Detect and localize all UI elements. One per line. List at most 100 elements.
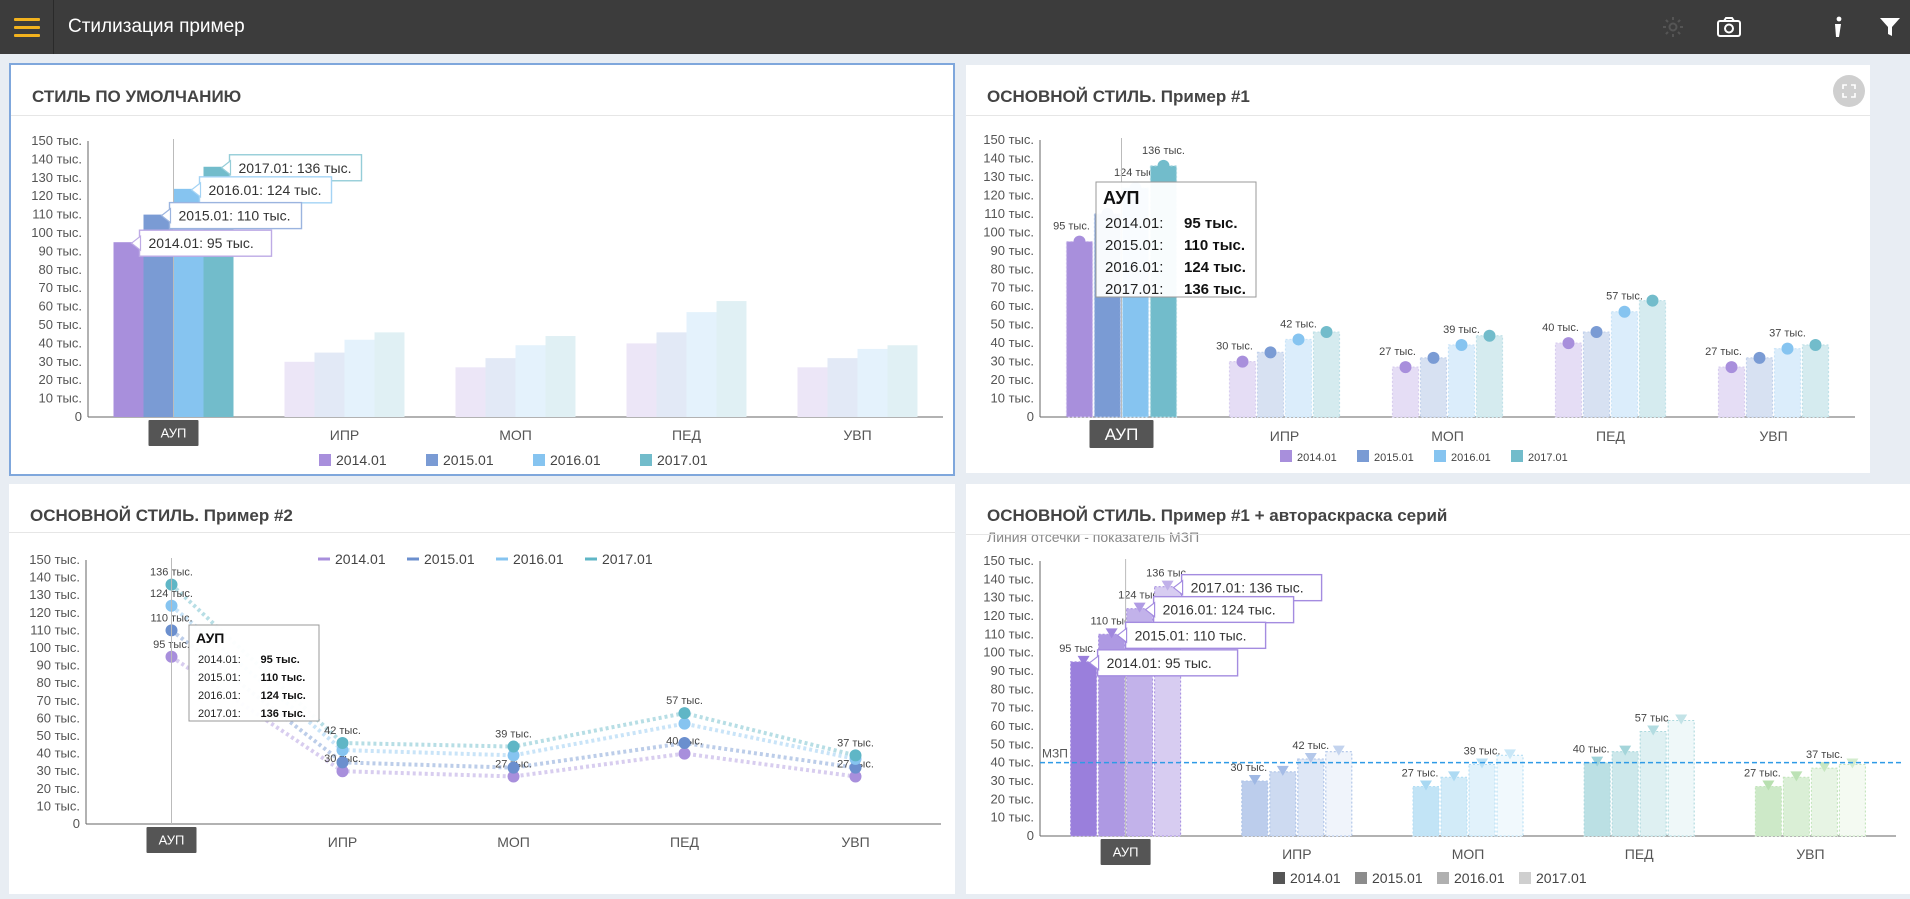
bar-marker <box>1292 333 1305 346</box>
legend-label: 2015.01 <box>443 452 494 468</box>
y-tick-label: 20 тыс. <box>39 372 82 387</box>
x-tick-label: УВП <box>1796 846 1824 862</box>
data-label: 124 тыс. <box>1118 590 1161 602</box>
bar-marker <box>1264 346 1277 359</box>
legend-marker <box>1434 450 1446 462</box>
bar-marker <box>1427 351 1440 364</box>
bar-marker <box>1591 756 1604 767</box>
bar <box>656 332 687 417</box>
bar <box>887 345 918 417</box>
data-label: 57 тыс. <box>1635 713 1672 725</box>
legend-marker <box>426 454 438 466</box>
x-tick-label: ИПР <box>1270 428 1299 444</box>
legend-label: 2016.01 <box>1454 870 1505 886</box>
series-point <box>507 749 520 762</box>
bar <box>1475 335 1504 418</box>
callout-pointer <box>1116 627 1128 644</box>
data-label: 37 тыс. <box>837 737 874 749</box>
series-point <box>507 761 520 774</box>
bar-marker <box>1590 326 1603 339</box>
bar-marker <box>1236 355 1249 368</box>
y-tick-label: 90 тыс. <box>39 243 82 258</box>
x-tick-label: УВП <box>1759 428 1787 444</box>
x-tick-label: УВП <box>843 427 871 443</box>
x-tick-label: ПЕД <box>670 834 699 850</box>
y-tick-label: 120 тыс. <box>31 188 82 203</box>
bar-marker <box>1762 780 1775 791</box>
legend-label: 2017.01 <box>1536 870 1587 886</box>
series-callout <box>1124 621 1267 650</box>
legend-label: 2015.01 <box>1374 452 1414 464</box>
bar <box>1583 762 1611 837</box>
bar <box>1241 780 1269 837</box>
tooltip-row-name: 2017.01: <box>198 708 241 720</box>
tooltip-row-value: 136 тыс. <box>1184 281 1246 298</box>
y-tick-label: 120 тыс. <box>983 187 1034 202</box>
legend-marker <box>1511 450 1523 462</box>
data-label: 124 тыс. <box>1114 167 1157 179</box>
y-tick-label: 70 тыс. <box>991 280 1034 295</box>
filter-icon[interactable] <box>1870 0 1910 54</box>
bar <box>545 336 576 417</box>
bar-marker <box>1248 775 1261 785</box>
x-tick-highlight <box>1100 839 1151 865</box>
series-point <box>507 770 520 783</box>
panel-title: ОСНОВНОЙ СТИЛЬ. Пример #2 <box>30 506 293 525</box>
bar-marker <box>1161 580 1174 591</box>
series-point <box>507 740 520 753</box>
y-tick-label: 150 тыс. <box>29 552 80 567</box>
x-tick-highlight <box>146 827 197 853</box>
gear-icon[interactable] <box>1653 0 1693 54</box>
bar <box>344 339 375 417</box>
camera-icon[interactable] <box>1709 0 1749 54</box>
info-icon[interactable] <box>1818 0 1858 54</box>
hamburger-icon[interactable] <box>0 0 54 54</box>
data-label: 42 тыс. <box>1280 318 1317 330</box>
chart-main-style-autocolor: 0 10 тыс. 20 тыс. 30 тыс. 40 тыс. 50 тыс. 60 т… <box>983 553 1904 886</box>
callout-pointer <box>1088 654 1100 672</box>
y-tick-label: 60 тыс. <box>39 299 82 314</box>
y-tick-label: 80 тыс. <box>991 681 1034 696</box>
panel-title: СТИЛЬ ПО УМОЛЧАНИЮ <box>32 87 242 106</box>
x-tick-label: АУП <box>1105 425 1139 444</box>
data-label: 42 тыс. <box>1292 740 1329 752</box>
callout-text: 2015.01: 110 тыс. <box>1135 627 1247 643</box>
data-label: 39 тыс. <box>1464 746 1501 758</box>
expand-icon[interactable] <box>1833 75 1865 107</box>
x-tick-label: АУП <box>161 426 187 441</box>
series-callout <box>168 201 303 230</box>
series-point <box>849 749 862 762</box>
x-tick-label: АУП <box>159 833 185 848</box>
y-tick-label: 50 тыс. <box>991 317 1034 332</box>
legend-marker <box>640 454 652 466</box>
y-tick-label: 120 тыс. <box>29 605 80 620</box>
bar <box>1745 357 1774 418</box>
bar <box>1297 758 1325 837</box>
y-tick-label: 90 тыс. <box>991 663 1034 678</box>
data-label: 37 тыс. <box>1769 328 1806 340</box>
panel-main-style-2: ОСНОВНОЙ СТИЛЬ. Пример #2 0 10 тыс. 20 тыс… <box>9 484 955 894</box>
x-tick-label: ИПР <box>330 427 359 443</box>
tooltip-row-name: 2014.01: <box>198 654 241 666</box>
bar-marker <box>1073 235 1086 248</box>
bar-marker <box>1809 338 1822 351</box>
legend-label: 2015.01 <box>424 551 475 567</box>
bar <box>1468 763 1496 837</box>
y-tick-label: 80 тыс. <box>39 262 82 277</box>
bar <box>1810 767 1838 837</box>
legend-marker <box>1273 872 1285 884</box>
y-tick-label: 50 тыс. <box>37 728 80 743</box>
y-tick-label: 110 тыс. <box>984 206 1034 221</box>
data-label: 57 тыс. <box>1606 291 1643 303</box>
x-tick-highlight <box>1089 420 1154 448</box>
series-callout <box>138 229 273 257</box>
y-tick-label: 90 тыс. <box>37 658 80 673</box>
tooltip-title: АУП <box>196 630 224 646</box>
bar-marker <box>1304 753 1317 763</box>
bar <box>1412 785 1440 837</box>
bar <box>1256 351 1285 418</box>
bar <box>1554 342 1583 418</box>
x-tick-label: УВП <box>841 834 869 850</box>
data-label: 40 тыс. <box>1542 322 1579 334</box>
bar-marker <box>1455 338 1468 351</box>
